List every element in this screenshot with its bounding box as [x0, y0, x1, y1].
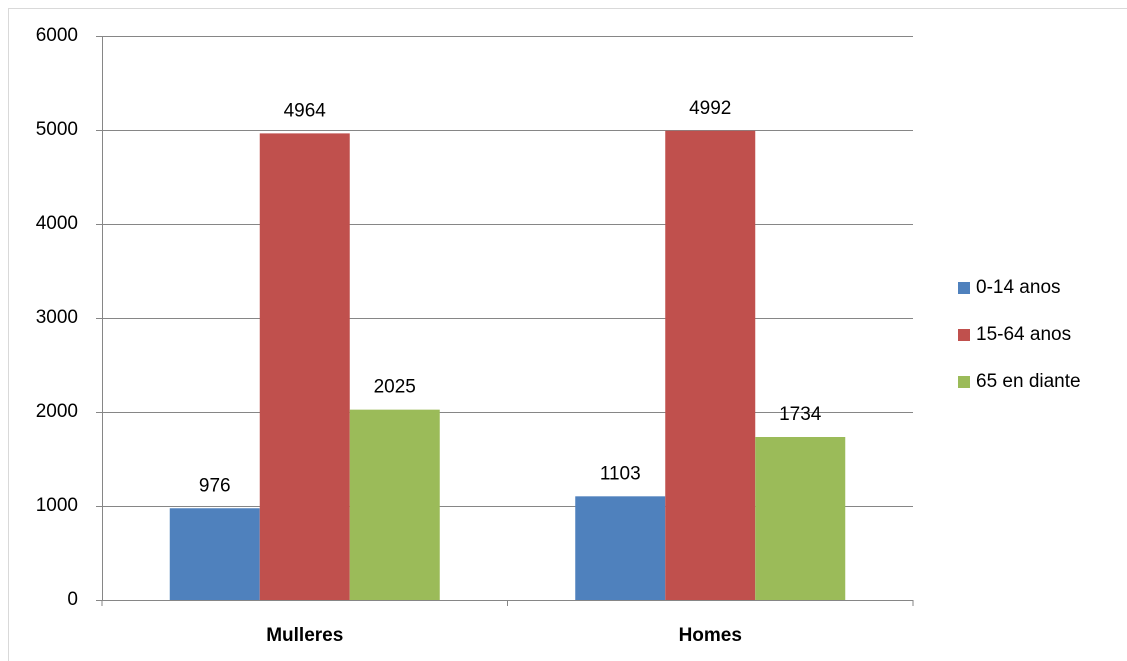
bar [259, 133, 350, 600]
data-label: 4992 [689, 98, 731, 119]
data-label: 1734 [779, 404, 822, 425]
y-tick-label: 2000 [36, 401, 78, 422]
data-label: 976 [199, 475, 231, 496]
bar [349, 409, 440, 600]
y-tick-label: 1000 [36, 495, 78, 516]
data-label: 2025 [374, 377, 416, 398]
bar [575, 496, 666, 600]
legend-label: 65 en diante [976, 371, 1081, 392]
data-label: 4964 [284, 100, 327, 121]
legend-label: 15-64 anos [976, 324, 1071, 345]
bar [665, 130, 756, 600]
y-tick-label: 4000 [36, 213, 78, 234]
y-tick-label: 6000 [36, 25, 78, 46]
legend-label: 0-14 anos [976, 277, 1061, 298]
legend-swatch [958, 376, 970, 388]
legend-swatch [958, 282, 970, 294]
bar [755, 437, 846, 600]
y-tick-label: 3000 [36, 307, 78, 328]
data-label: 1103 [600, 463, 641, 484]
y-tick-label: 0 [67, 589, 78, 610]
y-tick-label: 5000 [36, 119, 78, 140]
bar [169, 508, 260, 600]
chart-frame [8, 8, 1127, 661]
legend-swatch [958, 329, 970, 341]
x-tick-label: Mulleres [266, 625, 343, 646]
x-tick-label: Homes [679, 625, 742, 646]
